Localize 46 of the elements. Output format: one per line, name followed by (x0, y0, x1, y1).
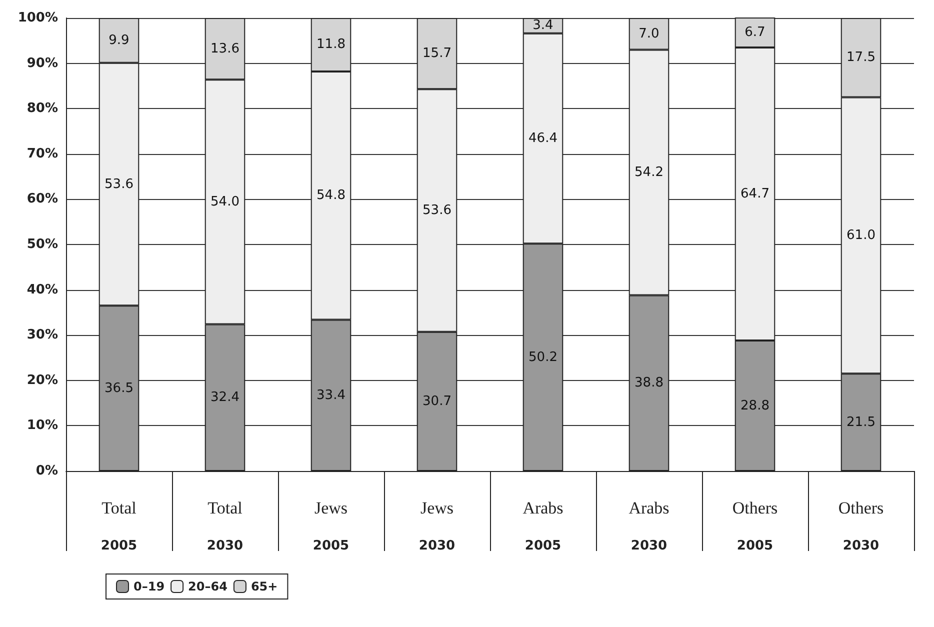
text: 32.4 (210, 390, 240, 406)
text: 64.7 (740, 186, 770, 202)
text: 53.6 (104, 176, 134, 192)
y-tick-label: 100% (18, 10, 58, 26)
text: 6.7 (744, 24, 766, 40)
text: 38.8 (634, 376, 664, 391)
text: 50.2 (528, 350, 558, 365)
legend-label: 65+ (250, 580, 278, 594)
text: 15.7 (422, 46, 452, 62)
y-tick-label: 50% (26, 237, 58, 252)
category-label: Jews 2030 (418, 498, 456, 554)
text: 30.7 (422, 394, 452, 409)
text: 7.0 (638, 26, 660, 42)
category-label: Total 2030 (206, 498, 244, 554)
y-tick-label: 20% (26, 372, 58, 388)
text: 11.8 (316, 37, 346, 52)
text: 54.0 (210, 194, 240, 210)
y-tick-label: 10% (26, 418, 58, 434)
category-label: Others 2005 (732, 498, 778, 554)
category-label: Jews 2005 (312, 498, 350, 554)
y-tick-label: 60% (26, 192, 58, 207)
text: 33.4 (316, 388, 346, 403)
legend-label: 0–19 (134, 580, 165, 594)
y-tick-label: 80% (26, 101, 58, 116)
category-label: Arabs 2005 (522, 498, 564, 554)
text: 54.2 (634, 164, 664, 180)
y-tick-label: 40% (26, 282, 58, 298)
category-label: Arabs 2030 (628, 498, 670, 554)
category-label: Others 2030 (838, 498, 884, 554)
y-tick-label: 30% (26, 328, 58, 343)
text: 46.4 (528, 131, 558, 146)
y-tick-label: 90% (26, 56, 58, 71)
text: 36.5 (104, 380, 134, 396)
text: 21.5 (846, 414, 876, 430)
text: 17.5 (846, 50, 876, 66)
text: 13.6 (210, 41, 240, 56)
y-tick-label: 70% (26, 146, 58, 162)
text: 9.9 (108, 32, 130, 48)
text: 61.0 (846, 228, 876, 243)
text: 3.4 (532, 18, 554, 34)
text: 54.8 (316, 188, 346, 204)
y-tick-label: 0% (36, 464, 58, 478)
text: 28.8 (740, 398, 770, 414)
text: 53.6 (422, 203, 452, 218)
legend-label: 20–64 (188, 580, 228, 594)
category-label: Total 2005 (100, 498, 138, 554)
